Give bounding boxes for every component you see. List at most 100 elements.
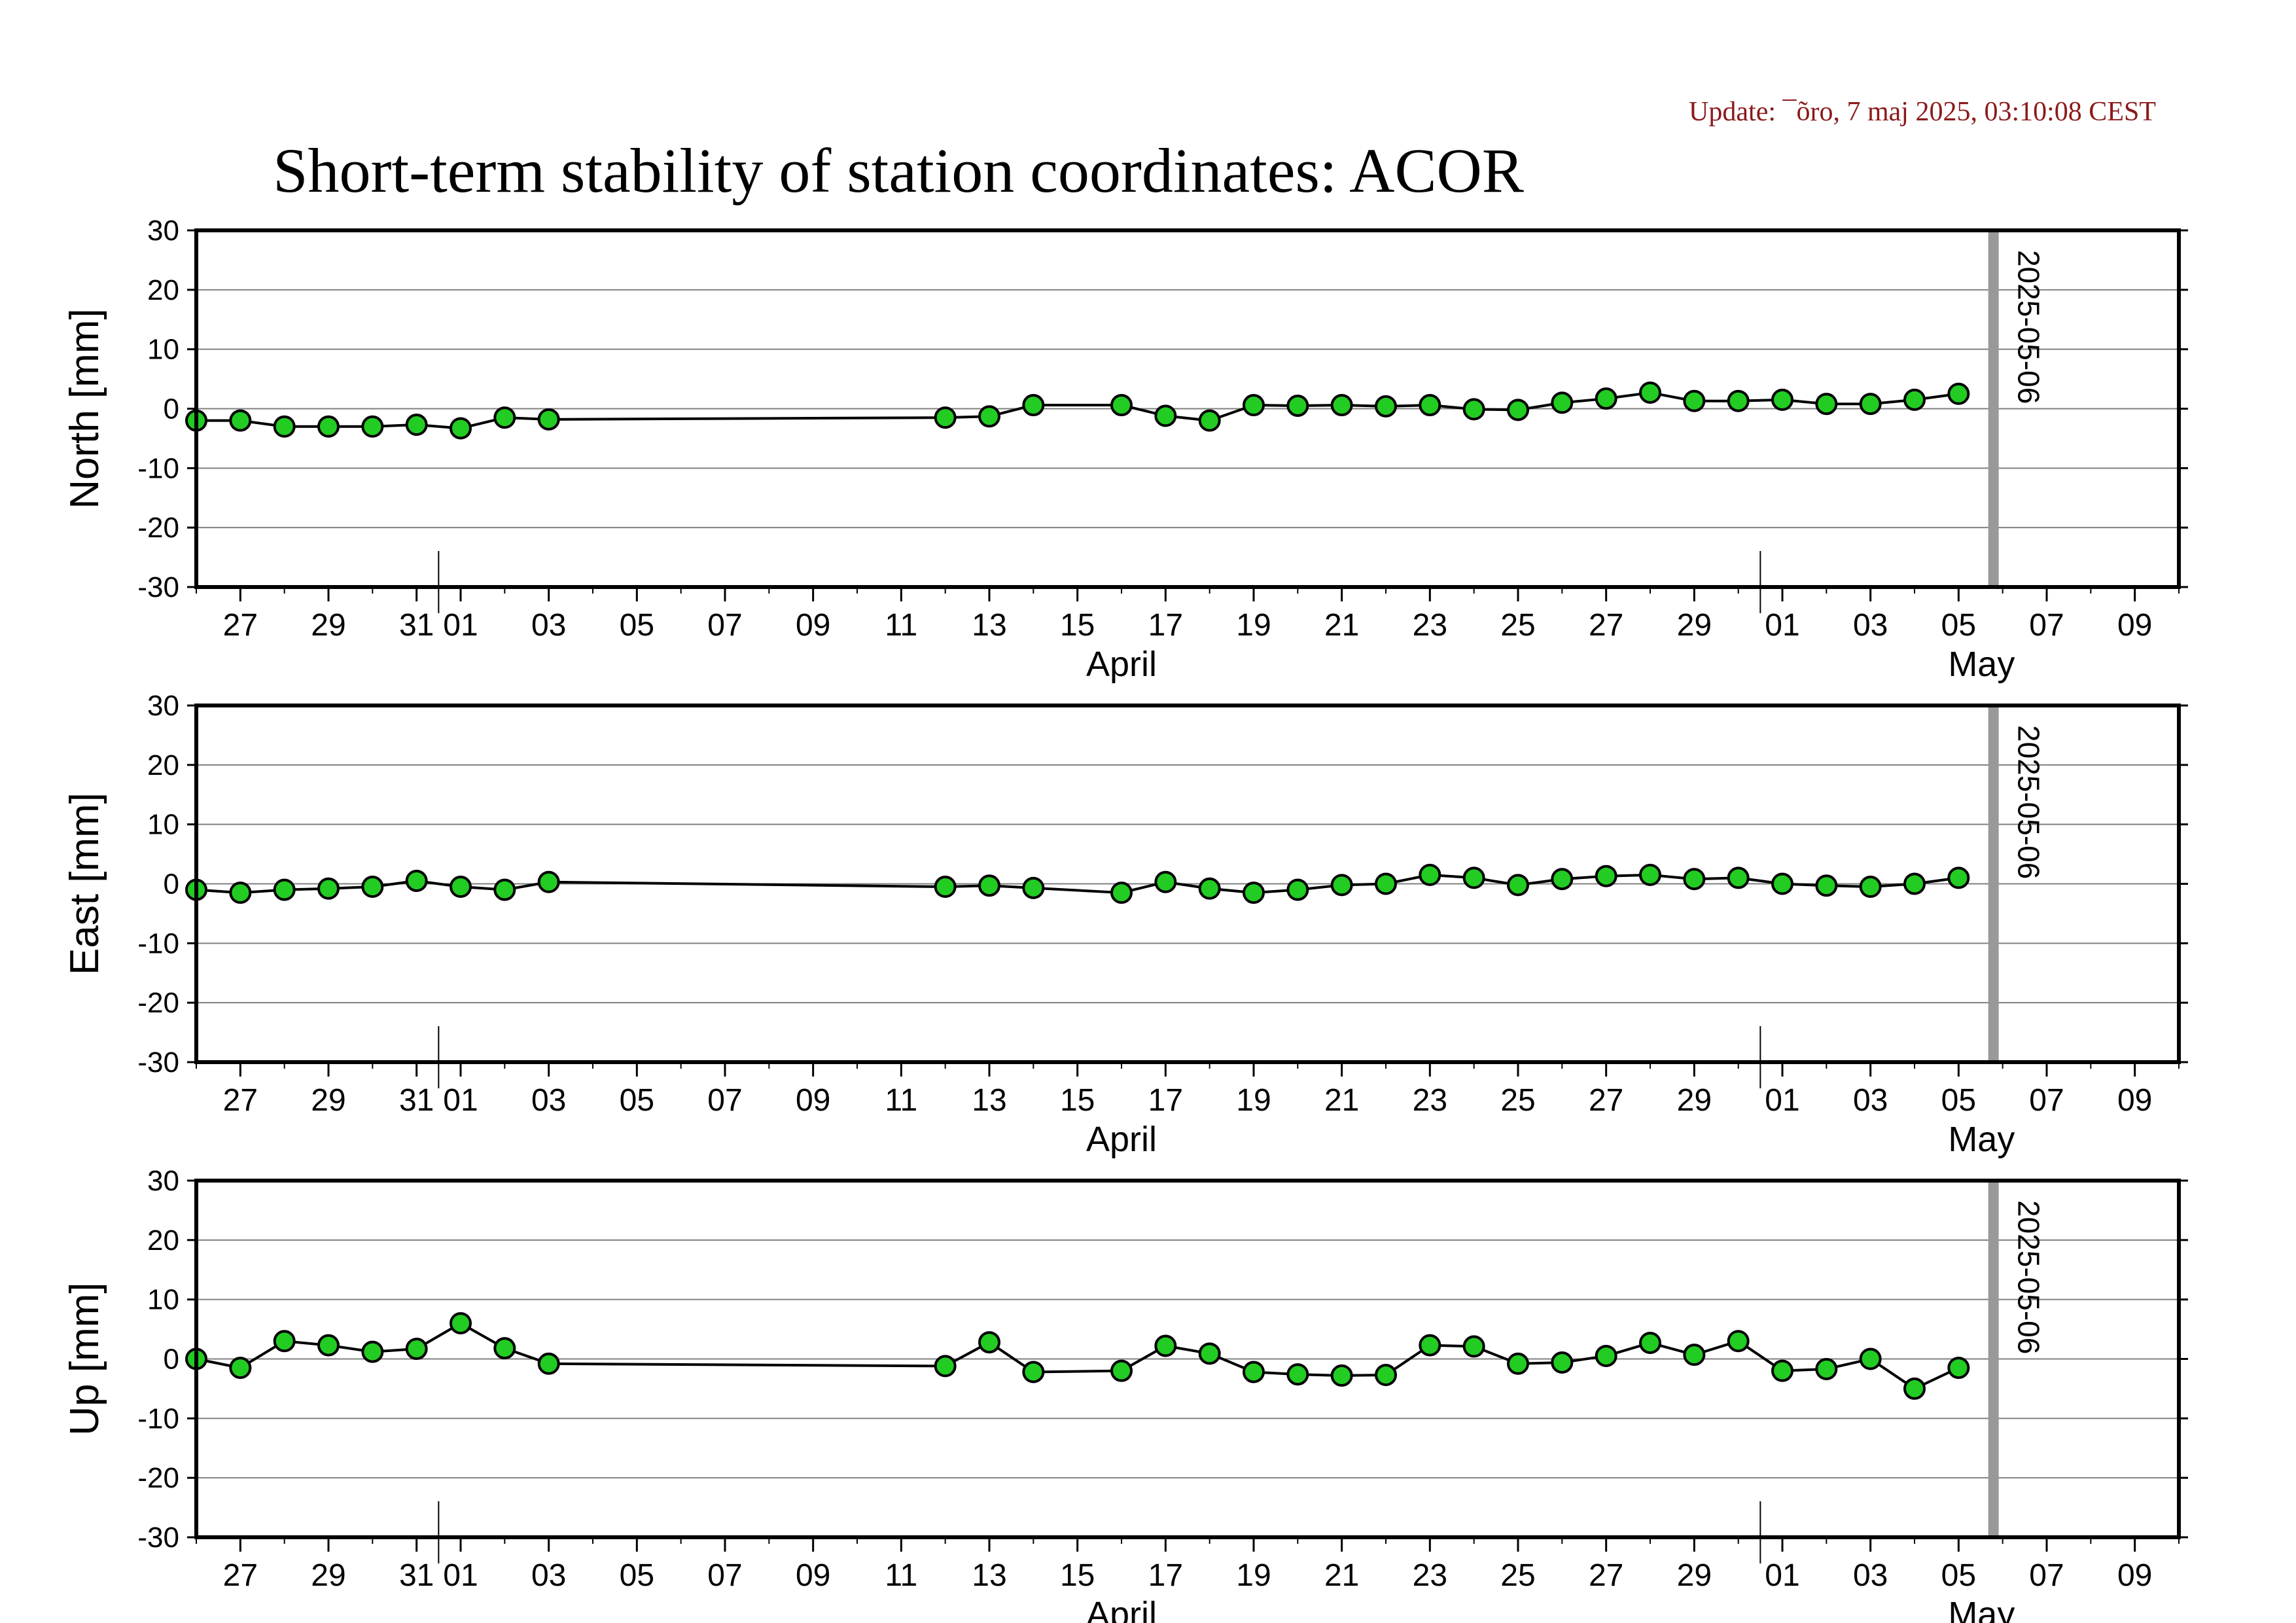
y-axis-label: North [mm]	[62, 308, 107, 509]
x-tick-label: 19	[1236, 1558, 1271, 1593]
data-point	[1683, 868, 1706, 891]
month-label: April	[1086, 1595, 1157, 1623]
x-tick-label: 07	[2029, 1083, 2064, 1118]
y-tick-label: 0	[164, 393, 179, 425]
y-tick-label: 20	[147, 1224, 179, 1257]
x-tick-label: 27	[1589, 608, 1623, 643]
data-point	[1022, 876, 1045, 899]
x-tick-label: 09	[796, 1558, 830, 1593]
x-tick-label: 31	[399, 608, 434, 643]
data-point	[1198, 877, 1221, 900]
data-point	[978, 405, 1000, 428]
data-point	[1903, 1377, 1926, 1400]
data-point	[317, 415, 340, 438]
y-tick-label: 0	[164, 1344, 179, 1376]
x-tick-label: 29	[1677, 1558, 1712, 1593]
x-tick-label: 31	[399, 1083, 434, 1118]
month-label: May	[1948, 645, 2015, 684]
x-tick-label: 29	[1677, 1083, 1712, 1118]
x-tick-label: 13	[972, 608, 1006, 643]
data-point	[1243, 394, 1265, 417]
x-tick-label: 03	[1853, 1558, 1888, 1593]
data-point	[1683, 1344, 1706, 1366]
data-point	[450, 876, 472, 899]
x-tick-label: 29	[311, 1083, 345, 1118]
date-marker-label: 2025-05-06	[2012, 250, 2046, 404]
data-point	[1771, 872, 1793, 895]
data-point	[405, 1338, 428, 1361]
data-point	[1595, 1344, 1617, 1367]
x-tick-label: 05	[1941, 1558, 1976, 1593]
x-tick-label: 31	[399, 1558, 434, 1593]
x-tick-label: 25	[1500, 1083, 1535, 1118]
y-tick-label: 20	[147, 749, 179, 781]
data-point	[1154, 404, 1177, 427]
data-point	[1771, 388, 1793, 411]
x-tick-label: 15	[1060, 1558, 1095, 1593]
x-tick-label: 15	[1060, 608, 1095, 643]
data-point	[1683, 389, 1706, 412]
x-tick-label: 03	[1853, 1083, 1888, 1118]
x-tick-label: 07	[707, 608, 742, 643]
x-tick-label: 25	[1500, 1558, 1535, 1593]
data-point	[1022, 394, 1045, 417]
data-point	[1286, 1363, 1309, 1386]
data-point	[493, 1337, 516, 1360]
y-tick-label: 0	[164, 868, 179, 901]
x-tick-label: 23	[1413, 608, 1447, 643]
x-tick-label: 23	[1413, 1558, 1447, 1593]
data-point	[1022, 1361, 1045, 1383]
data-point	[1330, 394, 1353, 417]
y-tick-label: 30	[147, 1165, 179, 1197]
data-point	[1243, 882, 1265, 904]
month-label: May	[1948, 1120, 2015, 1159]
x-tick-label: 27	[223, 1083, 258, 1118]
panel-up: 30 20 10 0 -10 -20 -30 Up [mm] 27 29 31 01 03 05 07 09 1…	[62, 1165, 2188, 1623]
data-point	[1859, 876, 1882, 899]
data-point	[1330, 874, 1353, 897]
panel-east: 30 20 10 0 -10 -20 -30 East [mm] 27 29 31 01 03 05 07 0…	[62, 690, 2188, 1159]
data-point	[1815, 1357, 1838, 1380]
data-point	[1727, 1330, 1750, 1353]
x-tick-label: 01	[443, 608, 478, 643]
update-timestamp: Update: ¯õro, 7 maj 2025, 03:10:08 CEST	[1689, 97, 2156, 127]
y-axis-label: East [mm]	[62, 793, 107, 975]
data-point	[450, 1312, 472, 1334]
data-point	[1727, 389, 1750, 412]
x-tick-label: 05	[620, 1083, 654, 1118]
x-tick-label: 01	[443, 1558, 478, 1593]
x-tick-label: 03	[531, 1083, 566, 1118]
data-point	[978, 874, 1000, 897]
data-point	[1859, 1347, 1882, 1370]
data-point	[1903, 872, 1926, 895]
data-point	[229, 882, 252, 904]
data-point	[1110, 394, 1133, 417]
data-point	[361, 876, 384, 899]
y-tick-label: -20	[137, 1462, 179, 1494]
y-tick-label: 10	[147, 334, 179, 366]
data-point	[405, 414, 428, 437]
month-label: May	[1948, 1595, 2015, 1623]
data-point	[1507, 399, 1529, 421]
data-point	[1551, 868, 1574, 891]
data-point	[1110, 882, 1133, 904]
data-point	[1243, 1361, 1265, 1383]
data-point	[273, 1330, 296, 1353]
plot-frame	[194, 704, 2181, 1064]
data-point	[273, 415, 296, 438]
data-point	[1947, 866, 1970, 889]
data-point	[537, 870, 560, 893]
data-point	[1507, 1352, 1529, 1375]
data-point	[1375, 872, 1397, 895]
y-tick-label: -10	[137, 1402, 179, 1435]
x-tick-label: 01	[1765, 608, 1799, 643]
x-tick-label: 19	[1236, 608, 1271, 643]
y-tick-label: 30	[147, 215, 179, 247]
data-point	[1595, 387, 1617, 410]
data-point	[1595, 865, 1617, 887]
data-point	[317, 1334, 340, 1357]
x-tick-label: 17	[1148, 608, 1183, 643]
month-label: April	[1086, 1120, 1157, 1159]
data-point	[1462, 398, 1485, 421]
data-point	[1286, 878, 1309, 901]
